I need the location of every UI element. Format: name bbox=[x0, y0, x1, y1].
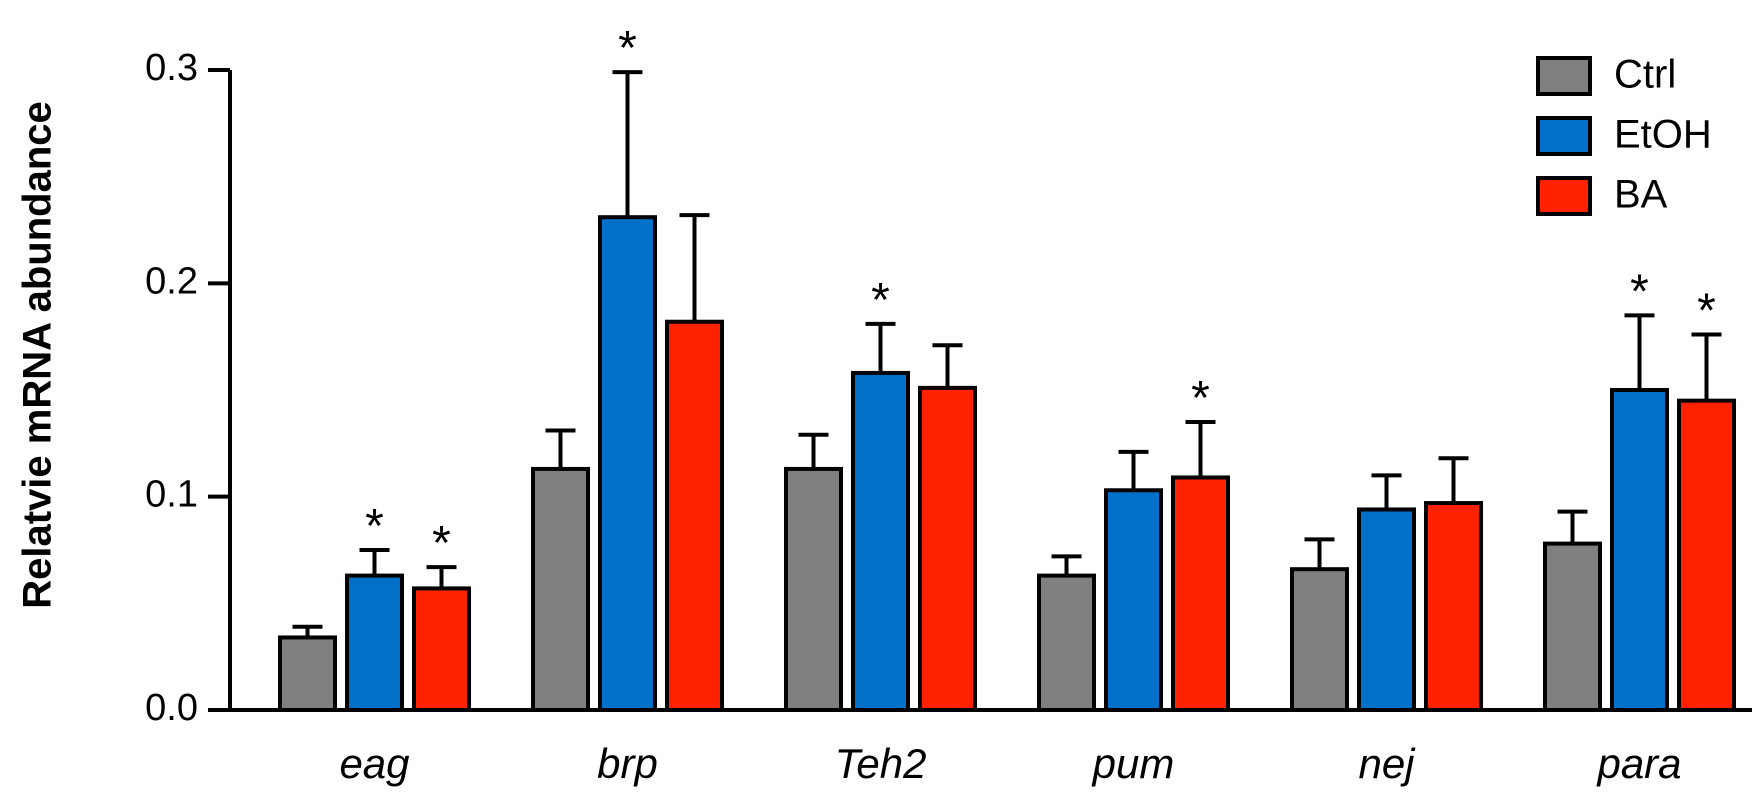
legend-swatch-ctrl bbox=[1536, 56, 1592, 96]
bar-ba-pum bbox=[1171, 475, 1230, 713]
bar-ctrl-teh2 bbox=[784, 466, 843, 712]
bar-ctrl-para bbox=[1543, 541, 1602, 712]
bar-ba-nej bbox=[1424, 501, 1483, 713]
bar-etoh-pum bbox=[1104, 488, 1163, 712]
significance-star: * bbox=[1630, 265, 1649, 318]
bar-ba-teh2 bbox=[918, 385, 977, 712]
bar-ba-para bbox=[1677, 398, 1736, 712]
y-tick-label: 0.2 bbox=[145, 260, 198, 302]
significance-star: * bbox=[1191, 372, 1210, 425]
bar-etoh-para bbox=[1610, 388, 1669, 712]
legend-swatch-ba bbox=[1536, 176, 1592, 216]
significance-star: * bbox=[365, 500, 384, 553]
significance-star: * bbox=[1697, 285, 1716, 338]
bar-ctrl-brp bbox=[531, 466, 590, 712]
category-label-nej: nej bbox=[1358, 740, 1416, 787]
bars: * * eag * brp * Teh2 * pum nej * * para bbox=[278, 22, 1736, 787]
category-label-brp: brp bbox=[597, 740, 658, 787]
y-tick-label: 0.3 bbox=[145, 47, 198, 89]
axes: 0.0 0.1 0.2 0.3 bbox=[145, 47, 1752, 729]
bar-ba-eag bbox=[412, 586, 471, 713]
bar-ctrl-pum bbox=[1037, 573, 1096, 712]
bar-ctrl-nej bbox=[1290, 567, 1349, 713]
y-tick-label: 0.1 bbox=[145, 474, 198, 516]
legend-label-etoh: EtOH bbox=[1614, 113, 1712, 157]
category-label-para: para bbox=[1595, 740, 1681, 787]
y-tick-label: 0.0 bbox=[145, 687, 198, 729]
legend-label-ba: BA bbox=[1614, 173, 1668, 217]
y-axis-label-group: Relatvie mRNA abundance bbox=[16, 101, 60, 609]
bar-etoh-eag bbox=[345, 573, 404, 712]
significance-star: * bbox=[871, 274, 890, 327]
significance-star: * bbox=[432, 517, 451, 570]
legend-swatch-etoh bbox=[1536, 116, 1592, 156]
bar-ctrl-eag bbox=[278, 635, 337, 713]
legend: Ctrl EtOH BA bbox=[1536, 53, 1712, 217]
category-label-pum: pum bbox=[1091, 740, 1175, 787]
y-axis-label: Relatvie mRNA abundance bbox=[16, 101, 60, 609]
category-label-eag: eag bbox=[339, 740, 409, 787]
significance-star: * bbox=[618, 22, 637, 75]
bar-ba-brp bbox=[665, 319, 724, 712]
bar-etoh-nej bbox=[1357, 507, 1416, 713]
bar-etoh-brp bbox=[598, 215, 657, 712]
category-label-teh2: Teh2 bbox=[835, 740, 927, 787]
bar-etoh-teh2 bbox=[851, 370, 910, 712]
legend-label-ctrl: Ctrl bbox=[1614, 53, 1676, 97]
